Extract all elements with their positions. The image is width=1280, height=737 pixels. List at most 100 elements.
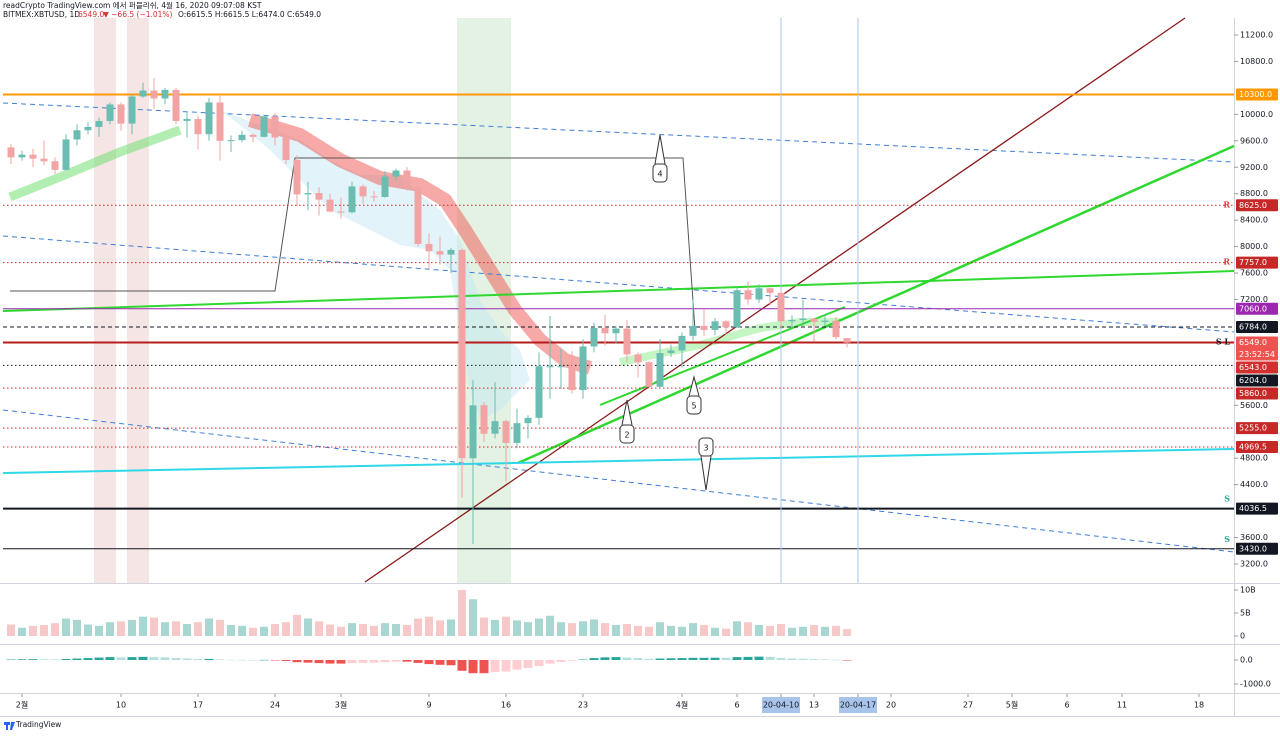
macd-bar (204, 658, 214, 660)
macd-bar (809, 659, 819, 660)
macd-bar (435, 660, 445, 665)
y-tick-label: 10800.0 (1240, 57, 1273, 66)
macd-bar (226, 659, 236, 661)
callout-pointer (700, 455, 712, 491)
macd-bar (402, 660, 412, 662)
volume-bar (458, 590, 466, 636)
candle-body (700, 325, 708, 330)
volume-bar (425, 616, 433, 636)
y-tick-label: 9200.0 (1240, 163, 1268, 172)
candle-body (678, 335, 686, 351)
x-tick-label: 9 (426, 701, 431, 710)
candle-body (645, 362, 653, 387)
price-tag-label: 5860.0 (1239, 389, 1267, 398)
macd-bar (589, 658, 599, 660)
candle-body (788, 319, 796, 322)
macd-bar (248, 660, 258, 661)
volume-bar (766, 625, 774, 636)
volume-bar (777, 624, 785, 636)
countdown: 23:52:54 (1239, 350, 1275, 359)
volume-bar (392, 624, 400, 636)
macd-bar (72, 658, 82, 660)
price-tag-label: 6543.0 (1239, 363, 1267, 372)
volume-bar (799, 626, 807, 636)
macd-bar (94, 657, 104, 660)
volume-bar (689, 623, 697, 636)
macd-bar (545, 660, 555, 664)
candle-body (282, 137, 290, 160)
y-tick-label: 3200.0 (1240, 560, 1268, 569)
candle-body (29, 154, 37, 159)
price-tag-label: 6549.0 (1239, 338, 1267, 347)
candle-body (95, 120, 103, 127)
ohlc: O:6615.5 H:6615.5 L:6474.0 C:6549.0 (178, 10, 321, 19)
volume-bar (29, 625, 37, 636)
macd-bar (765, 656, 775, 660)
callout-pointer (621, 399, 633, 426)
level-marker: S (1224, 534, 1230, 544)
candle-body (139, 90, 147, 97)
projection-path (10, 157, 696, 331)
volume-bar (359, 624, 367, 636)
date-highlight (839, 697, 877, 713)
volume-bar (150, 617, 158, 636)
macd-bar (490, 660, 500, 672)
macd-tick-label: 0.0 (1240, 656, 1253, 665)
price-tag-label: 6784.0 (1239, 323, 1267, 332)
trend-line (2, 448, 1235, 474)
candle-body (205, 102, 213, 135)
candle-body (18, 154, 26, 158)
volume-bar (436, 620, 444, 636)
macd-bar (369, 660, 379, 663)
zone-shade (94, 18, 116, 583)
macd-bar (171, 658, 181, 660)
candle-body (359, 186, 367, 197)
candle-body (414, 187, 422, 244)
candle-body (337, 211, 345, 213)
volume-bar (700, 624, 708, 636)
volume-bar (634, 625, 642, 636)
candle-body (62, 139, 70, 170)
trend-line (2, 270, 1235, 312)
candle-body (711, 321, 719, 330)
candle-body (821, 320, 829, 322)
macd-bar (721, 657, 731, 660)
level-marker: S L (1216, 337, 1231, 347)
volume-bar (348, 623, 356, 636)
volume-bar (18, 627, 26, 636)
candle-body (722, 321, 730, 328)
candle-body (271, 116, 279, 138)
callout: 4 (652, 134, 668, 183)
price-change: ▼ −66.5 (−1.01%) (103, 10, 173, 19)
y-tick-label: 8400.0 (1240, 216, 1268, 225)
volume-bar (524, 622, 532, 636)
volume-bar (62, 618, 70, 636)
price-tag-label: 10300.0 (1239, 90, 1272, 99)
volume-tick-label: 10B (1240, 586, 1256, 595)
macd-bar (193, 659, 203, 660)
candle-body (535, 366, 543, 418)
y-tick-label: 4800.0 (1240, 454, 1268, 463)
macd-bar (325, 660, 335, 664)
macd-bar (292, 660, 302, 663)
macd-bar (358, 660, 368, 663)
macd-bar (666, 658, 676, 660)
macd-bar (336, 660, 346, 664)
candle-body (128, 96, 136, 124)
volume-bar (612, 624, 620, 636)
volume-bar (744, 622, 752, 636)
candle-body (260, 116, 268, 137)
volume-bar (40, 624, 48, 636)
macd-tick-label: -1000.0 (1240, 680, 1271, 689)
candle-body (766, 288, 774, 293)
x-tick-label: 20-04-17 (840, 701, 876, 710)
macd-bar (798, 658, 808, 660)
price-tag (1236, 361, 1278, 374)
macd-bar (820, 659, 830, 660)
volume-bar (821, 626, 829, 636)
volume-bar (216, 619, 224, 636)
footer: TradingView (15, 720, 61, 729)
volume-bar (667, 625, 675, 636)
candle-body (623, 328, 631, 355)
